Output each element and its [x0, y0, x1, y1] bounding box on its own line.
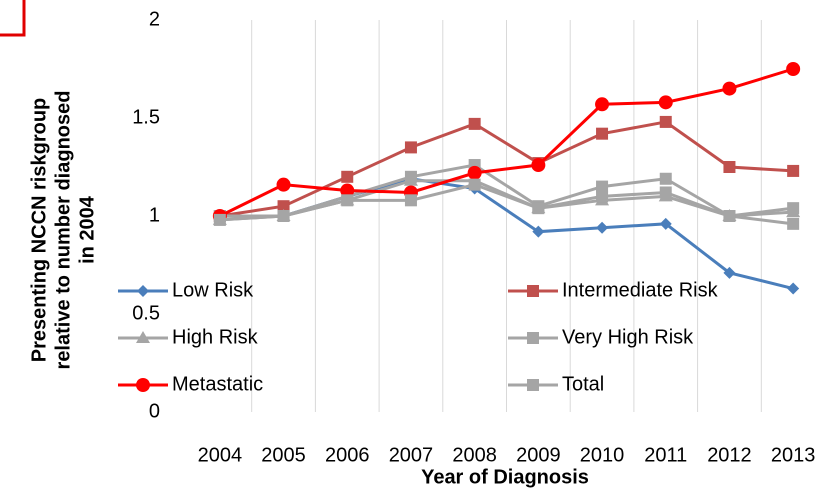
marker — [277, 210, 290, 222]
marker — [404, 170, 417, 183]
legend-marker — [527, 285, 539, 297]
marker — [787, 164, 800, 177]
legend-marker — [137, 285, 149, 297]
marker — [276, 177, 291, 192]
legend-marker — [527, 379, 539, 391]
x-tick-label: 2011 — [644, 444, 687, 466]
legend-marker — [136, 331, 150, 343]
marker — [277, 200, 290, 213]
y-axis-title-line: Presenting NCCN riskgroup — [28, 98, 50, 362]
y-tick-label: 1 — [149, 204, 160, 226]
marker — [723, 161, 736, 173]
marker — [659, 217, 672, 230]
marker — [659, 115, 672, 128]
x-tick-label: 2007 — [389, 444, 434, 466]
legend-label: Very High Risk — [562, 326, 694, 348]
legend-marker — [136, 378, 150, 392]
x-tick-label: 2006 — [325, 444, 370, 466]
y-axis-title-line: in 2004 — [76, 195, 98, 264]
x-tick-label: 2013 — [771, 444, 816, 466]
marker — [659, 172, 672, 185]
legend-label: Intermediate Risk — [562, 279, 719, 301]
marker — [531, 158, 546, 173]
x-tick-label: 2008 — [452, 444, 497, 466]
marker — [659, 186, 672, 199]
marker — [532, 202, 545, 215]
y-tick-label: 2 — [149, 8, 160, 30]
x-tick-label: 2010 — [580, 444, 625, 466]
x-tick-label: 2005 — [261, 444, 306, 466]
series-line — [219, 67, 794, 218]
legend-marker — [527, 332, 539, 344]
marker — [468, 178, 481, 191]
marker — [722, 81, 737, 96]
x-tick-label: 2004 — [198, 444, 243, 466]
marker — [341, 170, 354, 183]
marker — [596, 180, 609, 193]
y-tick-label: 0.5 — [132, 302, 160, 324]
marker — [787, 217, 800, 230]
cropped-box — [0, 0, 26, 37]
marker — [658, 95, 673, 110]
marker — [341, 194, 354, 207]
series-line — [219, 183, 794, 226]
marker — [596, 221, 609, 234]
x-tick-label: 2009 — [516, 444, 561, 466]
marker — [596, 127, 609, 140]
marker — [786, 62, 801, 76]
marker — [404, 194, 417, 207]
y-tick-label: 1.5 — [132, 106, 160, 128]
series-line — [219, 120, 794, 218]
marker — [404, 141, 417, 154]
marker — [595, 97, 610, 112]
legend-label: Metastatic — [172, 373, 263, 395]
marker — [723, 266, 736, 279]
marker — [468, 117, 481, 130]
marker — [213, 213, 226, 226]
marker — [340, 183, 355, 198]
marker — [532, 225, 545, 238]
series-line — [219, 163, 794, 218]
x-tick-label: 2012 — [707, 444, 752, 466]
legend-label: High Risk — [172, 326, 259, 348]
marker — [596, 190, 609, 203]
marker — [723, 210, 736, 222]
x-axis-title: Year of Diagnosis — [421, 466, 589, 488]
y-tick-label: 0 — [149, 400, 160, 422]
marker — [787, 202, 800, 215]
y-axis-title: Presenting NCCN riskgroup relative to num… — [28, 91, 98, 370]
legend-label: Low Risk — [172, 279, 254, 301]
marker — [467, 165, 482, 180]
marker — [787, 282, 800, 295]
legend-label: Total — [562, 373, 604, 395]
y-axis-title-line: relative to number diagnosed — [52, 91, 74, 370]
